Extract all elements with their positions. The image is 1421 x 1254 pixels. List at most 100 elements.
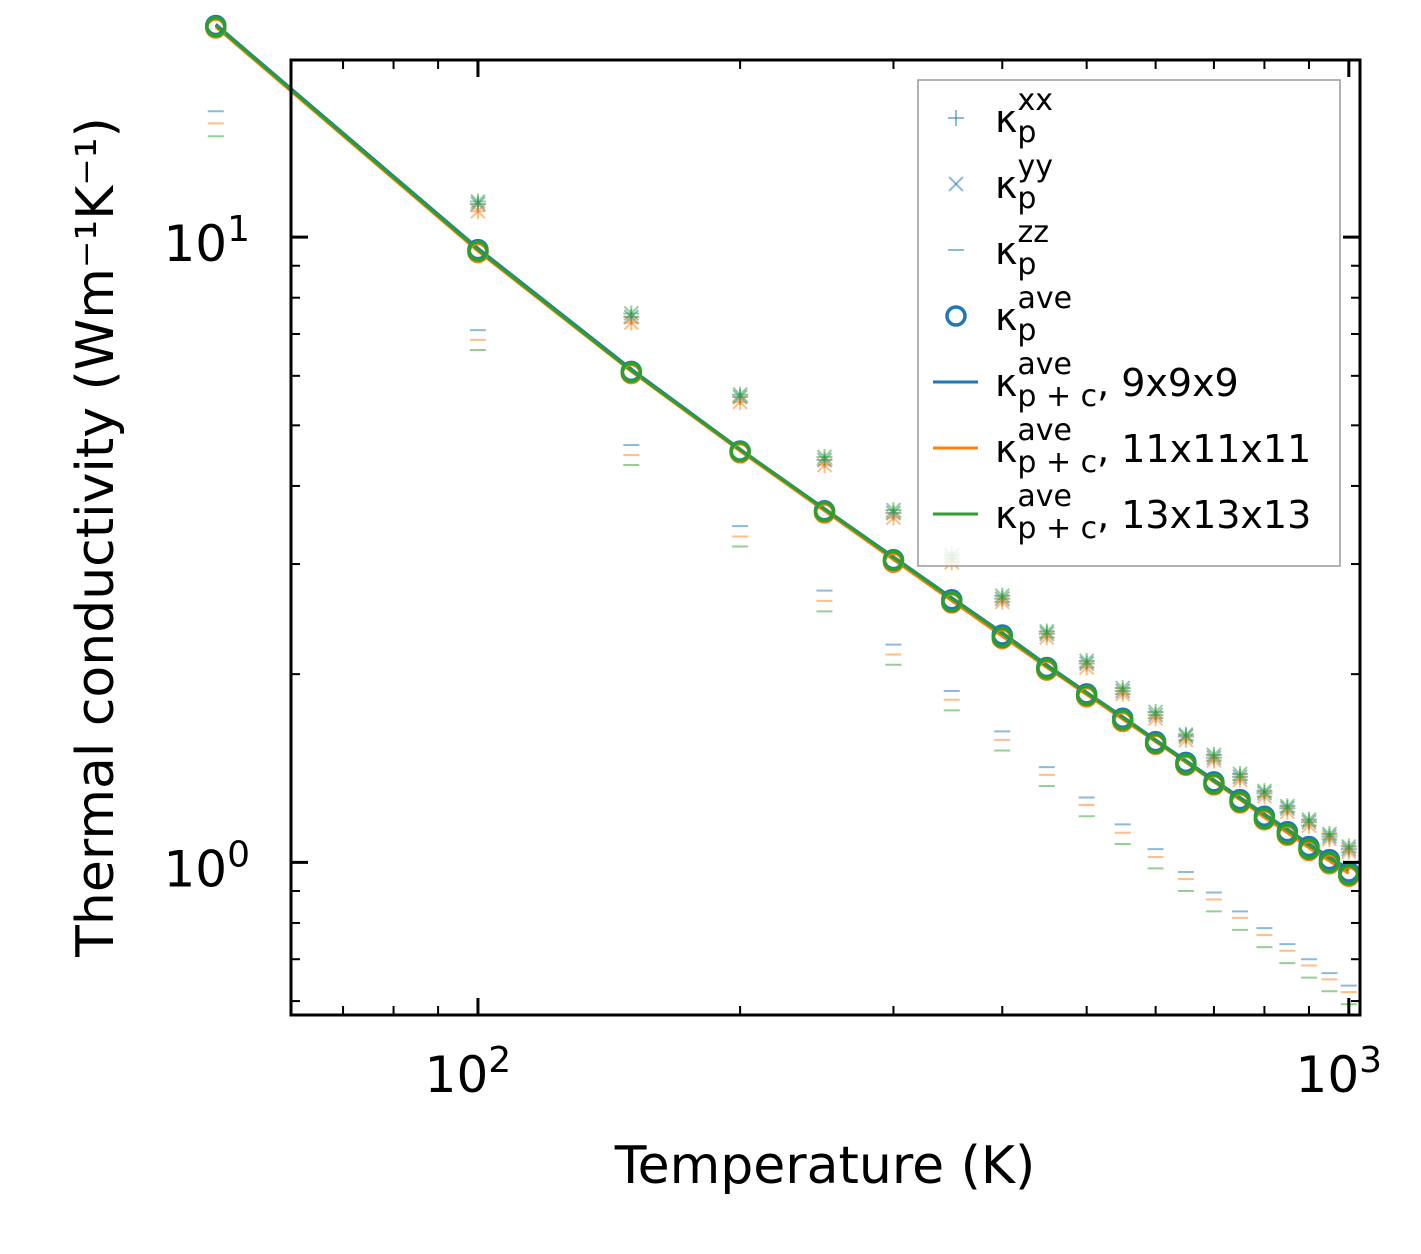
kyy-marker-13x13x13-800-b (1256, 783, 1273, 799)
kyy-marker-13x13x13-900-b (1301, 812, 1317, 828)
plot-area (205, 14, 1360, 1006)
kave-marker-13x13x13-500 (1075, 684, 1098, 707)
y-axis-label: Thermal conductivity (Wm⁻¹K⁻¹) (66, 117, 126, 958)
legend-label-yy-part0: κ (995, 163, 1017, 207)
x-tick-label-100-base: 10 (425, 1046, 489, 1104)
kave-marker-13x13x13-650 (1175, 753, 1197, 776)
legend-entry-pc9: κp + cave , 9x9x9 (933, 347, 1239, 414)
legend-label-ave-part0: κ (995, 295, 1017, 339)
kave-marker-13x13x13-400-ring (991, 626, 1014, 649)
legend-entry-yy: κpyy (948, 149, 1053, 216)
legend-entry-zz: κpzz (948, 215, 1049, 282)
kave-marker-13x13x13-850-ring (1276, 823, 1299, 845)
kave-marker-13x13x13-750-ring (1229, 791, 1251, 813)
kyy-marker-13x13x13-950-b (1321, 826, 1338, 842)
legend-label-ave: κpave (995, 281, 1072, 348)
legend-label-yy-part1: p (1017, 181, 1036, 216)
x-tick-label-100-exp: 2 (488, 1040, 511, 1081)
y-tick-label-1: 100 (163, 834, 250, 898)
legend-label-xx-part2: xx (1017, 83, 1053, 118)
axes-frame (289, 58, 1362, 1017)
kyy-marker-13x13x13-450 (1039, 623, 1055, 640)
legend-label-ave-part2: ave (1017, 281, 1072, 316)
kyy-marker-13x13x13-150 (623, 305, 640, 322)
legend-frame (917, 79, 1341, 567)
legend-label-pc9: κp + cave , 9x9x9 (995, 347, 1239, 414)
kave-marker-13x13x13-850 (1276, 823, 1299, 845)
legend-entry-ave: κpave (945, 281, 1072, 348)
legend-marker-ave-ring (945, 305, 967, 327)
kyy-marker-13x13x13-850 (1279, 798, 1296, 814)
kave-marker-13x13x13-300 (882, 549, 905, 572)
legend-marker-yy-b (948, 176, 964, 192)
kyy-marker-13x13x13-750-b (1232, 766, 1248, 782)
x-tick-label-1000: 103 (1296, 1040, 1383, 1104)
kave-marker-13x13x13-700 (1203, 773, 1225, 795)
y-tick-label-10-base: 10 (163, 215, 227, 273)
legend-label-xx: κpxx (995, 83, 1053, 150)
legend-marker-ave (945, 305, 967, 327)
kave-marker-13x13x13-200-ring (729, 440, 751, 463)
y-tick-label-10: 101 (163, 209, 250, 273)
legend-label-pc13-part0: κ (995, 493, 1017, 537)
kyy-marker-13x13x13-650-b (1178, 727, 1194, 743)
kave-marker-13x13x13-150-ring (620, 361, 643, 383)
kave-marker-13x13x13-250-ring (813, 500, 836, 523)
kyy-marker-13x13x13-800 (1256, 783, 1273, 799)
legend-label-pc13: κp + cave , 13x13x13 (995, 479, 1311, 546)
kave-marker-13x13x13-800 (1253, 807, 1276, 830)
kave-marker-13x13x13-1000 (1338, 864, 1360, 886)
x-tick-label-100: 102 (425, 1040, 512, 1104)
legend-label-ave-part1: p (1017, 313, 1036, 348)
kave-marker-13x13x13-50-ring (205, 16, 227, 38)
kave-marker-13x13x13-550 (1111, 709, 1134, 731)
kyy-marker-13x13x13-850-b (1279, 798, 1296, 814)
kave-marker-13x13x13-250 (813, 500, 836, 523)
kave-marker-13x13x13-700-ring (1203, 773, 1225, 795)
kave-marker-13x13x13-450 (1036, 658, 1058, 680)
kave-marker-13x13x13-100-ring (467, 240, 489, 262)
x-tick-label-1000-base: 10 (1296, 1046, 1360, 1104)
kyy-marker-13x13x13-250 (816, 449, 833, 465)
kyy-marker-13x13x13-100-b (470, 193, 486, 210)
kave-marker-13x13x13-900 (1298, 838, 1320, 860)
y-tick-label-1-base: 10 (163, 840, 227, 898)
kyy-marker-13x13x13-650 (1178, 727, 1194, 743)
legend-label-pc11-part2: ave (1017, 413, 1072, 448)
legend-label-yy-part2: yy (1017, 149, 1053, 184)
kave-marker-13x13x13-900-ring (1298, 838, 1320, 860)
kave-marker-13x13x13-400 (991, 626, 1014, 649)
kave-marker-13x13x13-950-ring (1318, 851, 1341, 874)
legend-label-pc13-part3: , 13x13x13 (1097, 493, 1311, 537)
kave-marker-13x13x13-550-ring (1111, 709, 1134, 731)
kave-marker-13x13x13-150 (620, 361, 643, 383)
legend-label-pc9-part0: κ (995, 361, 1017, 405)
kyy-marker-13x13x13-750 (1232, 766, 1248, 782)
kave-marker-13x13x13-800-ring (1253, 807, 1276, 830)
kave-marker-13x13x13-450-ring (1036, 658, 1058, 680)
kave-marker-13x13x13-600 (1144, 732, 1167, 755)
kyy-marker-13x13x13-550-b (1115, 680, 1131, 696)
kyy-marker-13x13x13-400-b (994, 587, 1010, 604)
kave-marker-13x13x13-600-ring (1144, 732, 1167, 755)
x-axis-label: Temperature (K) (614, 1136, 1036, 1196)
kave-marker-13x13x13-100 (467, 240, 489, 262)
kyy-marker-13x13x13-600 (1147, 704, 1164, 720)
kyy-marker-13x13x13-500 (1078, 653, 1095, 669)
legend-label-pc9-part2: ave (1017, 347, 1072, 382)
series-13x13x13 (207, 135, 1357, 1006)
legend-label-xx-part0: κ (995, 97, 1017, 141)
kyy-marker-13x13x13-950 (1321, 826, 1338, 842)
legend-label-pc11-part3: , 11x11x11 (1097, 427, 1311, 471)
legend-label-pc11-part1: p + c (1017, 445, 1097, 480)
kave-marker-13x13x13-1000-ring (1338, 864, 1360, 886)
kave-marker-13x13x13-300-ring (882, 549, 905, 572)
legend-label-pc13-part2: ave (1017, 479, 1072, 514)
legend-label-zz-part2: zz (1017, 215, 1049, 250)
kave-marker-13x13x13-950 (1318, 851, 1341, 874)
legend-label-zz-part1: p (1017, 247, 1036, 282)
kyy-marker-13x13x13-450-b (1039, 623, 1055, 640)
